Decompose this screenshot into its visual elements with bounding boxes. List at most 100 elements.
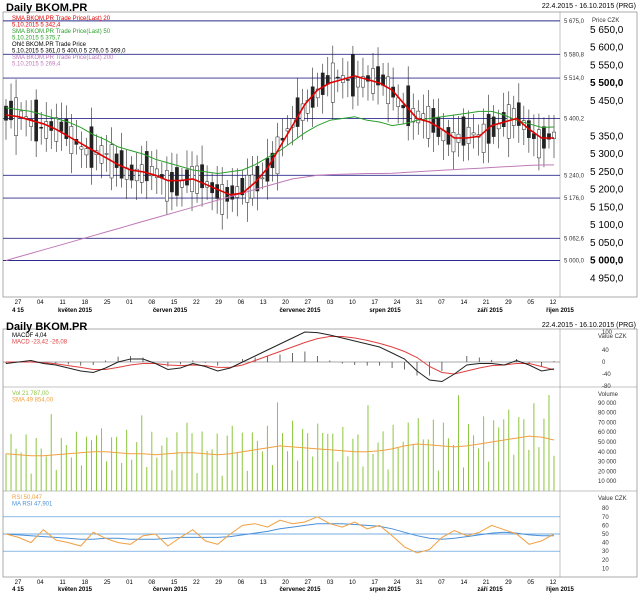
candle-body	[200, 164, 204, 189]
level-label: 5 400,2	[564, 116, 585, 122]
price-tick: 5 450,0	[590, 96, 624, 107]
bottom-date-tick: 05	[527, 580, 534, 586]
bottom-date-tick: 10	[349, 580, 356, 586]
candle-body	[84, 148, 89, 156]
candle-body	[431, 108, 436, 133]
price-tick: 5 000,0	[590, 256, 624, 267]
candle-body	[361, 76, 365, 88]
volume-tick: 40 000	[598, 450, 617, 456]
date-tick: 27	[304, 300, 311, 306]
candle-body	[366, 75, 370, 82]
month-label: červen 2015	[153, 308, 188, 314]
date-tick: 01	[126, 300, 133, 306]
volume-tick: 20 000	[598, 469, 617, 475]
candle-body	[185, 169, 189, 186]
macd-legend-line: MACDF 4,04	[12, 333, 47, 339]
volume-tick: 10 000	[598, 479, 617, 485]
price-axis-label: Price CZK	[592, 18, 619, 24]
candle-body	[320, 72, 325, 95]
date-tick: 06	[238, 300, 245, 306]
rsi-tick: 70	[602, 515, 609, 521]
candle-body	[129, 164, 134, 181]
date-tick: 29	[215, 300, 222, 306]
candle-body	[79, 146, 84, 150]
candle-body	[346, 79, 350, 81]
date-tick: 10	[349, 300, 356, 306]
page-title: Daily BKOM.PR	[6, 2, 88, 14]
bottom-date-tick: 06	[238, 580, 245, 586]
price-legend-line: Ohlč BKOM.PR Trade Price	[12, 42, 87, 48]
rsi-tick: 50	[602, 532, 609, 538]
date-tick: 27	[15, 300, 22, 306]
bottom-date-tick: 22	[193, 580, 200, 586]
date-tick: 11	[59, 300, 66, 306]
candle-body	[4, 105, 8, 121]
volume-legend-line: SMA 49 854,00	[12, 398, 54, 404]
bottom-date-tick: 11	[59, 580, 66, 586]
macd-tick: 40	[602, 348, 609, 354]
rsi-tick: 60	[602, 523, 609, 529]
date-tick: 15	[171, 300, 178, 306]
date-tick: 22	[193, 300, 200, 306]
price-legend-line: 5.10.2015 5 269,4	[12, 62, 61, 68]
bottom-frame	[2, 328, 638, 578]
date-tick: 07	[438, 300, 445, 306]
rsi-legend-line: RSI 50,047	[12, 495, 43, 501]
date-tick: 25	[104, 300, 111, 306]
price-tick: 5 500,0	[590, 78, 624, 89]
candle-body	[537, 129, 541, 159]
candle-body	[516, 102, 521, 126]
macd-axis-label: Value CZK	[598, 334, 627, 340]
macd-line	[5, 331, 555, 383]
bottom-date-tick: 07	[438, 580, 445, 586]
sma200-line	[5, 164, 555, 261]
bottom-date-tick: 31	[416, 580, 423, 586]
bottom-date-tick: 27	[15, 580, 22, 586]
level-label: 5 000,0	[564, 259, 585, 265]
price-legend-line: SMA BKOM.PR Trade Price(Last) 50	[12, 29, 111, 35]
candle-body	[260, 177, 265, 180]
price-legend-line: 5.10.2015 5 361,0 5 400,0 5 276,0 5 369,…	[12, 49, 126, 55]
bottom-date-tick: 24	[394, 580, 401, 586]
level-label: 5 240,0	[564, 173, 585, 179]
date-tick: 29	[505, 300, 512, 306]
rsi-tick: 40	[602, 541, 609, 547]
price-tick: 5 550,0	[590, 60, 624, 71]
bottom-date-tick: 12	[550, 580, 557, 586]
bottom-date-tick: 04	[37, 580, 44, 586]
bottom-month-label: červen 2015	[153, 587, 188, 593]
rsi-ma-line	[5, 523, 554, 540]
date-range: 22.4.2015 - 16.10.2015 (PRG)	[541, 3, 636, 10]
candle-body	[240, 178, 245, 196]
bottom-date-tick: 08	[148, 580, 155, 586]
bottom-date-range: 22.4.2015 - 16.10.2015 (PRG)	[541, 322, 636, 329]
rsi-axis-label: Value CZK	[598, 496, 627, 502]
date-tick: 12	[550, 300, 557, 306]
date-tick: 21	[483, 300, 490, 306]
date-tick: 03	[327, 300, 334, 306]
macd-tick: 100	[602, 330, 613, 336]
date-tick: 13	[260, 300, 267, 306]
candle-body	[64, 118, 69, 139]
bottom-date-tick: 29	[505, 580, 512, 586]
candle-body	[401, 105, 406, 109]
bottom-date-tick: 03	[327, 580, 334, 586]
volume-tick: 70 000	[598, 420, 617, 426]
bottom-month-label: květen 2015	[58, 587, 93, 593]
bottom-date-tick: 20	[282, 580, 289, 586]
volume-tick: 60 000	[598, 430, 617, 436]
level-label: 5 580,8	[564, 52, 585, 58]
candle-body	[335, 76, 340, 79]
candle-body	[154, 168, 159, 178]
candle-body	[471, 132, 476, 136]
date-tick: 18	[82, 300, 89, 306]
bottom-date-tick: 17	[371, 580, 378, 586]
price-legend-line: SMA BKOM.PR Trade Price(Last) 200	[12, 55, 114, 61]
month-label: 4 15	[12, 308, 24, 314]
level-label: 5 062,6	[564, 236, 585, 242]
price-tick: 5 250,0	[590, 167, 624, 178]
bottom-date-tick: 01	[126, 580, 133, 586]
price-legend-line: SMA BKOM.PR Trade Price(Last) 20	[12, 16, 111, 22]
candle-body	[461, 116, 466, 146]
